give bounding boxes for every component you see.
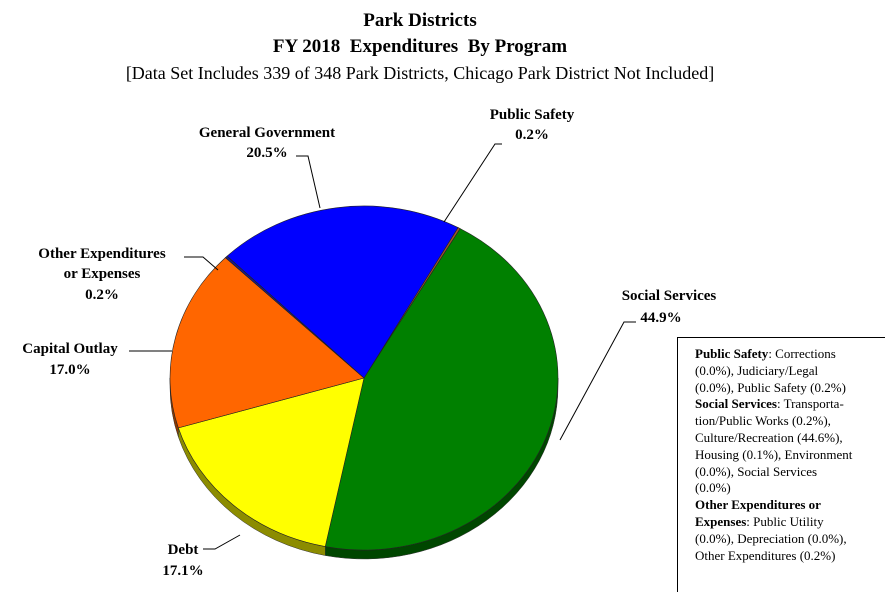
note-text: Housing (0.1%), Environment — [695, 446, 853, 462]
leader-line-debt — [203, 534, 241, 550]
note-heading: Public Safety — [695, 346, 769, 361]
note-line: Culture/Recreation (44.6%), — [695, 430, 885, 447]
label-public-safety: Public Safety — [490, 107, 575, 123]
chart-data-note: [Data Set Includes 339 of 348 Park Distr… — [126, 63, 714, 83]
note-line: (0.0%), Judiciary/Legal — [695, 363, 885, 380]
note-line: (0.0%) — [695, 480, 885, 497]
note-line: Other Expenditures (0.2%) — [695, 548, 885, 565]
breakdown-note-box: Public Safety: Corrections (0.0%), Judici… — [677, 337, 885, 592]
label-social-services-pct: 44.9% — [640, 310, 681, 326]
label-debt: Debt — [168, 542, 199, 558]
note-text: (0.0%), Judiciary/Legal — [695, 362, 819, 378]
note-line: (0.0%), Depreciation (0.0%), — [695, 531, 885, 548]
note-text: : Public Utility — [746, 513, 824, 529]
leader-line-other — [184, 256, 219, 271]
chart-subtitle: FY 2018 Expenditures By Program — [273, 36, 567, 57]
leader-line-general-government — [296, 155, 321, 209]
pie-slices — [169, 205, 559, 560]
slice-social-services — [324, 228, 559, 551]
label-general-government-pct: 20.5% — [246, 145, 287, 161]
label-other-expenditures: Other Expenditures — [38, 246, 166, 262]
label-other-expenditures-pct: 0.2% — [85, 287, 119, 303]
label-debt-pct: 17.1% — [162, 563, 203, 579]
note-line: (0.0%), Social Services — [695, 464, 885, 481]
note-text: (0.0%) — [695, 480, 731, 496]
note-text: (0.0%), Public Safety (0.2%) — [695, 379, 846, 395]
note-text: Other Expenditures (0.2%) — [695, 547, 836, 563]
note-line: Expenses: Public Utility — [695, 514, 885, 531]
leader-lines — [129, 143, 636, 550]
note-heading: Social Services — [695, 396, 777, 412]
note-line: Social Services: Transporta- — [695, 396, 885, 413]
label-general-government: General Government — [199, 125, 335, 141]
note-text: Culture/Recreation (44.6%), — [695, 429, 843, 445]
label-public-safety-pct: 0.2% — [515, 127, 549, 143]
label-capital-outlay: Capital Outlay — [22, 341, 118, 357]
note-text: : Transporta- — [776, 396, 844, 412]
slice-general-government — [226, 205, 459, 379]
leader-line-social-services — [559, 321, 636, 441]
note-line: Public Safety: Corrections — [695, 346, 885, 363]
note-text: tion/Public Works (0.2%), — [695, 413, 831, 429]
leader-line-public-safety — [443, 143, 502, 223]
note-line: Housing (0.1%), Environment — [695, 447, 885, 464]
label-capital-outlay-pct: 17.0% — [49, 362, 90, 378]
note-text: : Corrections — [768, 346, 836, 361]
note-heading: Other Expenditures or — [695, 497, 821, 513]
note-text: (0.0%), Social Services — [695, 463, 818, 479]
slice-capital-outlay — [169, 257, 365, 429]
slice-debt — [177, 377, 365, 547]
label-social-services: Social Services — [622, 288, 717, 304]
note-line: tion/Public Works (0.2%), — [695, 413, 885, 430]
note-heading: Expenses — [695, 513, 747, 529]
note-text: (0.0%), Depreciation (0.0%), — [695, 530, 847, 546]
note-line: Other Expenditures or — [695, 497, 885, 514]
label-other-expenditures-2: or Expenses — [64, 266, 141, 282]
note-line: (0.0%), Public Safety (0.2%) — [695, 380, 885, 397]
chart-title: Park Districts — [363, 10, 476, 31]
